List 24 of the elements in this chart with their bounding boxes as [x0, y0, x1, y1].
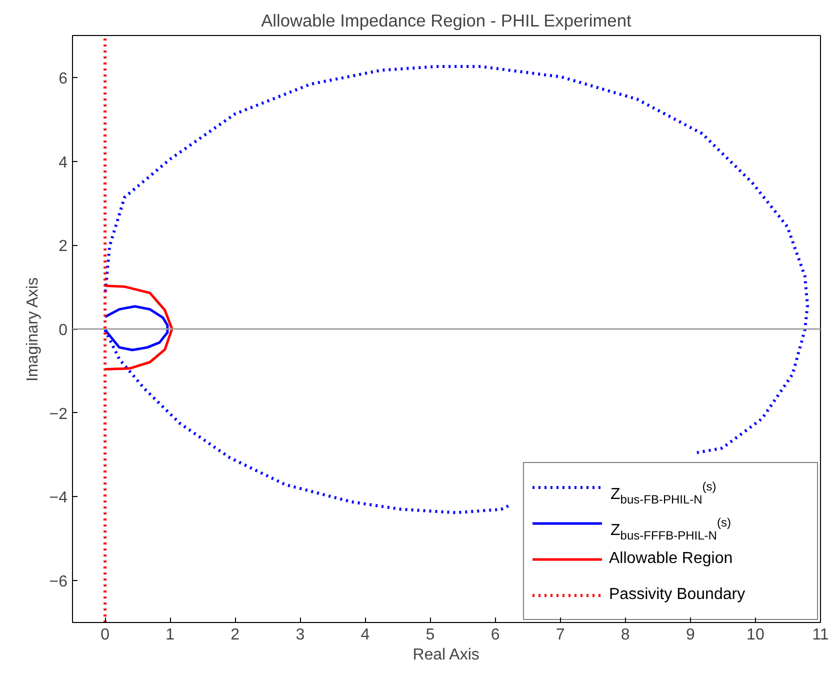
y-tick-label: −6 [49, 574, 68, 591]
y-tick-label: 0 [58, 322, 68, 339]
y-tick-label: −4 [49, 490, 68, 507]
x-tick-label: 6 [490, 626, 500, 644]
x-tick-label: 3 [296, 626, 305, 644]
x-axis-title: Real Axis [412, 646, 480, 664]
y-axis-title: Imaginary Axis [24, 277, 42, 382]
x-tick-label: 7 [556, 626, 565, 644]
y-tick-label: 6 [58, 70, 68, 88]
y-tick-label: 4 [58, 154, 68, 172]
x-tick-label: 4 [360, 626, 370, 644]
y-tick-label: −2 [49, 406, 68, 423]
x-tick-label: 2 [230, 626, 240, 644]
x-tick-label: 1 [166, 626, 175, 644]
legend-label: Allowable Region [609, 549, 734, 569]
chart-title: Allowable Impedance Region - PHIL Experiment [261, 10, 632, 30]
x-tick-label: 10 [746, 626, 764, 644]
x-tick-label: 0 [100, 626, 110, 644]
x-tick-label: 9 [686, 626, 695, 644]
x-tick-label: 11 [812, 626, 829, 644]
x-tick-label: 5 [426, 626, 435, 644]
y-tick-label: 2 [58, 238, 68, 256]
x-tick-label: 8 [620, 626, 630, 644]
legend-label: Passivity Boundary [609, 585, 746, 605]
